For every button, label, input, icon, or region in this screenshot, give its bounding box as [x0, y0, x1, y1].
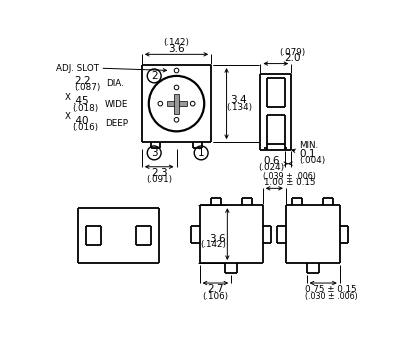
- Text: DIA.: DIA.: [106, 79, 124, 88]
- Text: ADJ. SLOT: ADJ. SLOT: [56, 64, 99, 73]
- Text: 2: 2: [151, 71, 158, 81]
- Text: 3: 3: [151, 148, 158, 158]
- Text: 1: 1: [198, 148, 204, 158]
- Text: (.091): (.091): [146, 175, 172, 184]
- Text: (.079): (.079): [280, 48, 306, 57]
- Text: .45: .45: [72, 96, 89, 106]
- Text: 3.4: 3.4: [230, 95, 247, 105]
- Text: X: X: [65, 93, 71, 102]
- Text: X: X: [65, 112, 71, 121]
- Text: (.004): (.004): [299, 156, 325, 165]
- Text: 1.00 ± 0.15: 1.00 ± 0.15: [264, 179, 316, 187]
- Text: (.106): (.106): [202, 291, 228, 301]
- Text: WIDE: WIDE: [105, 100, 128, 109]
- Bar: [174, 94, 179, 114]
- Text: 3.6: 3.6: [209, 234, 226, 244]
- Text: 2.3: 2.3: [151, 168, 168, 178]
- Text: (.142): (.142): [164, 38, 190, 47]
- Text: .40: .40: [72, 115, 89, 126]
- Text: (.018): (.018): [72, 104, 99, 113]
- Text: 0.6: 0.6: [263, 156, 280, 166]
- Text: (.024): (.024): [258, 163, 284, 172]
- Text: 2.0: 2.0: [284, 53, 301, 63]
- Text: DEEP: DEEP: [105, 119, 128, 128]
- Text: (.087): (.087): [74, 83, 100, 92]
- Text: 3.6: 3.6: [168, 44, 185, 54]
- Text: 2.2: 2.2: [74, 76, 91, 86]
- Text: (.030 ± .006): (.030 ± .006): [304, 291, 357, 301]
- Text: (.039 ± .006): (.039 ± .006): [263, 171, 316, 180]
- Text: (.134): (.134): [226, 103, 252, 112]
- Text: (.016): (.016): [72, 123, 99, 132]
- Text: 0.75 ± 0.15: 0.75 ± 0.15: [305, 285, 357, 294]
- Text: 2.7: 2.7: [207, 284, 224, 294]
- Text: 0.1: 0.1: [299, 149, 316, 159]
- Bar: [166, 101, 186, 106]
- Text: MIN.: MIN.: [299, 142, 318, 151]
- Text: (.142): (.142): [200, 240, 226, 249]
